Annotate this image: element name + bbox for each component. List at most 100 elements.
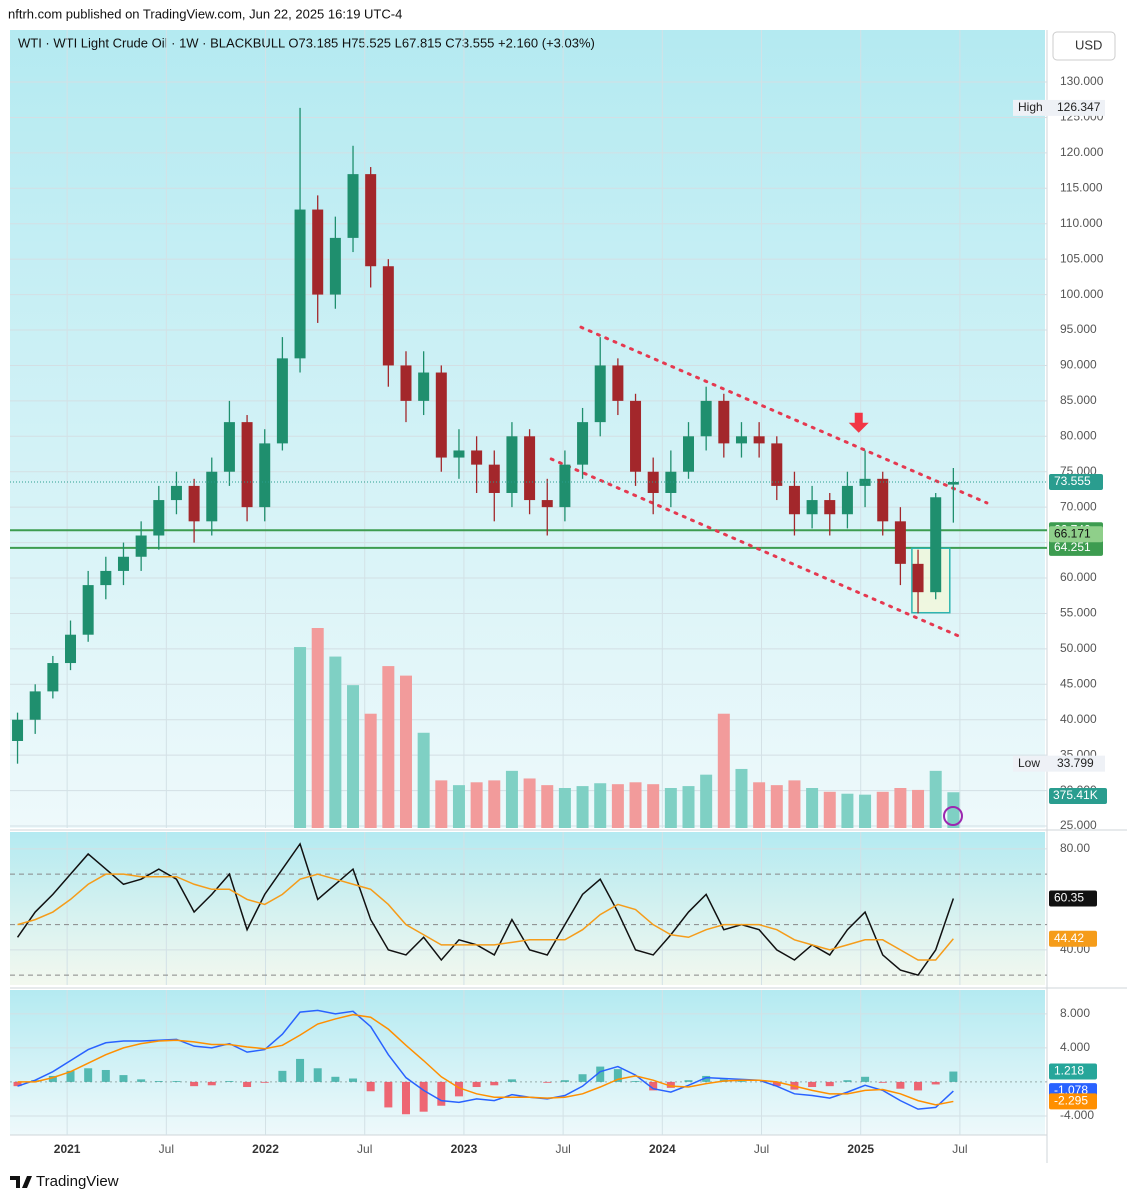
y-tick-label: 70.000 [1060, 499, 1097, 513]
candle-body [135, 535, 147, 557]
histogram-bar [243, 1081, 252, 1088]
candle-body [312, 209, 324, 295]
page-header: nftrh.com published on TradingView.com, … [8, 6, 402, 21]
volume-bar [859, 794, 872, 828]
volume-bar [382, 666, 395, 828]
histogram-bar [914, 1081, 923, 1091]
histogram-bar [119, 1075, 128, 1082]
currency-button[interactable] [1052, 31, 1116, 61]
candle-body [400, 365, 412, 401]
x-tick-label: 2022 [252, 1142, 279, 1156]
volume-bar [611, 784, 624, 828]
extreme-tag-value: 126.347 [1057, 100, 1101, 114]
candle-body [806, 500, 818, 515]
volume-bar [894, 788, 907, 828]
histogram-bar [808, 1081, 817, 1088]
histogram-bar [631, 1081, 640, 1082]
x-tick-label: Jul [357, 1142, 372, 1156]
histogram-bar [861, 1076, 870, 1082]
volume-bar [788, 780, 801, 828]
histogram-bar [896, 1081, 905, 1089]
candle-body [594, 365, 606, 423]
candle-body [471, 450, 483, 465]
volume-tag-label: 375.41K [1053, 788, 1098, 802]
histogram-bar [401, 1081, 410, 1115]
indicator-line [17, 1013, 954, 1106]
candle-body [718, 400, 730, 444]
price-tag-label: 73.555 [1054, 474, 1091, 488]
candle-body [435, 372, 447, 458]
y-tick-label: 85.000 [1060, 393, 1097, 407]
candle-body [612, 365, 624, 401]
histogram-bar [31, 1080, 40, 1082]
histogram-bar [931, 1081, 940, 1085]
histogram-bar [101, 1069, 110, 1082]
volume-bar [770, 785, 783, 828]
y-tick-label: 8.000 [1060, 1006, 1090, 1020]
histogram-bar [419, 1081, 428, 1112]
volume-bar [505, 770, 518, 828]
candle-body [947, 481, 959, 485]
histogram-bar [84, 1068, 93, 1082]
volume-bar [311, 628, 324, 828]
x-tick-label: Jul [952, 1142, 967, 1156]
candle-body [170, 485, 182, 501]
value-tag [1049, 1063, 1097, 1080]
candle-body [206, 471, 218, 522]
volume-bar [470, 782, 483, 828]
volume-bar [717, 713, 730, 828]
candle-body [577, 422, 589, 465]
volume-bar [735, 768, 748, 828]
volume-bar [435, 780, 448, 828]
candle-body [559, 464, 571, 508]
histogram-bar [366, 1081, 375, 1092]
indicator-line [17, 873, 954, 961]
volume-bar [753, 782, 766, 828]
price-tag [1049, 473, 1103, 490]
histogram-bar [384, 1081, 393, 1108]
volume-bar [347, 685, 360, 828]
value-tag [1049, 890, 1097, 907]
candle-body [841, 485, 853, 515]
volume-bar [541, 785, 554, 828]
candle-body [153, 500, 165, 536]
candle-body [683, 436, 695, 472]
candle-body [488, 464, 500, 493]
value-tag [1049, 930, 1097, 947]
currency[interactable]: USD [1075, 37, 1102, 52]
candle-body [418, 372, 430, 401]
value-tag-label: 1.218 [1054, 1064, 1084, 1078]
volume-bar [876, 791, 889, 828]
histogram-bar [349, 1078, 358, 1082]
trendline [579, 325, 989, 505]
arrow [848, 412, 869, 433]
histogram-bar [472, 1081, 481, 1088]
histogram-bar [154, 1081, 163, 1082]
extreme-tag-name: High [1018, 100, 1043, 114]
volume-bar [399, 675, 412, 828]
volume-bar [329, 656, 342, 828]
candle-body [771, 443, 783, 486]
volume-bar [682, 786, 695, 828]
histogram-bar [437, 1081, 446, 1106]
histogram-bar [48, 1075, 57, 1082]
y-tick-label: 4.000 [1060, 1040, 1090, 1054]
x-tick-label: Jul [159, 1142, 174, 1156]
histogram-bar [490, 1081, 499, 1086]
value-tag [1049, 1093, 1097, 1110]
y-tick-label: 25.000 [1060, 818, 1097, 832]
candle-body [735, 436, 747, 444]
candle-body [877, 478, 889, 522]
candle-body [117, 556, 129, 571]
candle-body [453, 450, 465, 458]
indicator-line [16, 842, 955, 977]
candle-body [365, 174, 377, 267]
candle-body [824, 500, 836, 515]
y-tick-label: 120.000 [1060, 145, 1104, 159]
extreme-tag-value: 33.799 [1057, 756, 1094, 770]
candle-body [241, 422, 253, 508]
histogram-bar [454, 1081, 463, 1097]
volume-bar [417, 732, 430, 828]
volume-bar [806, 788, 819, 828]
